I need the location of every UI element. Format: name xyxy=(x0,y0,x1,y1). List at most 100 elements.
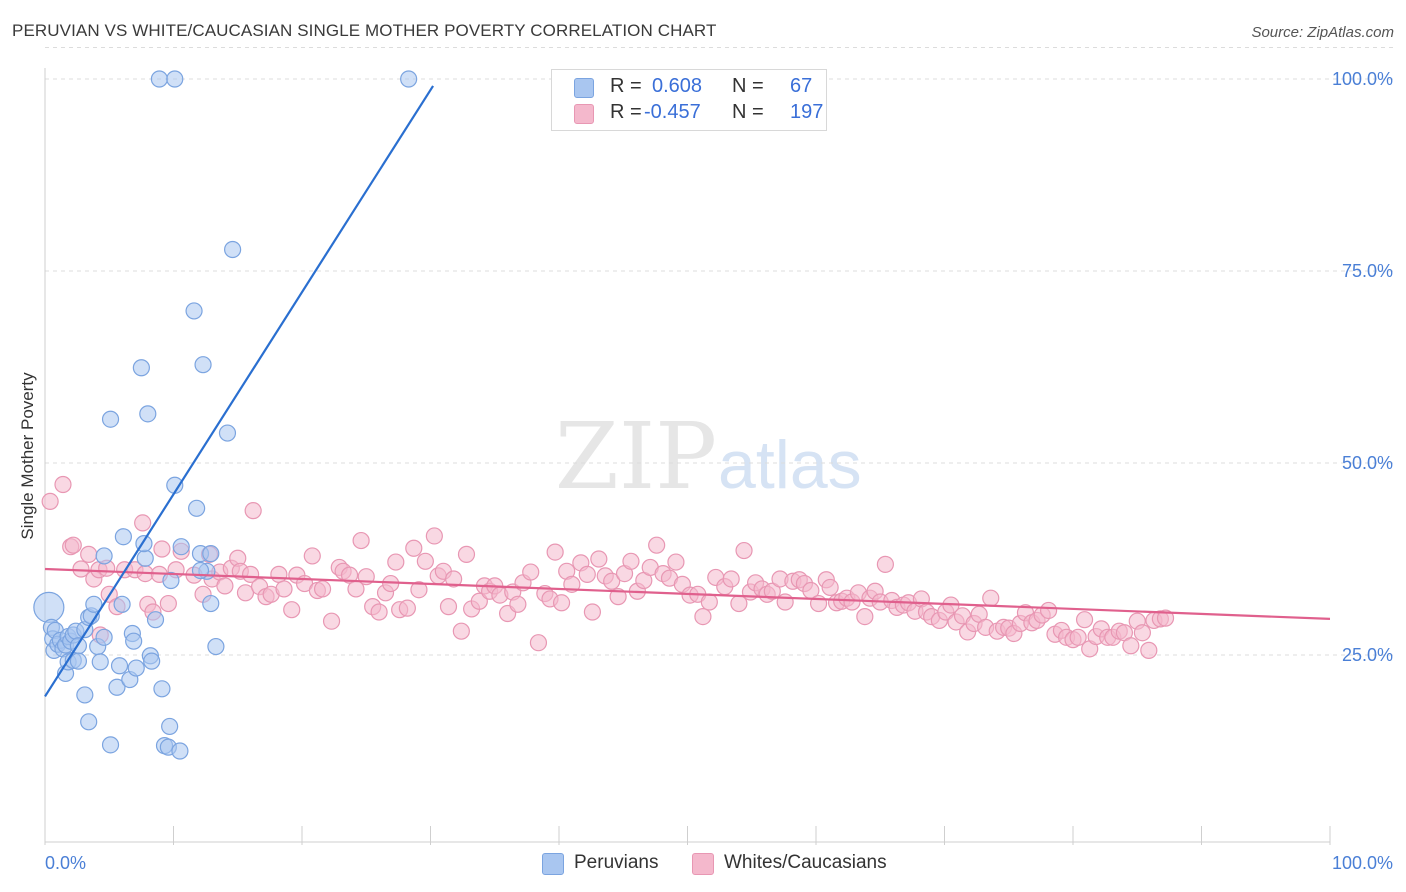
y-tick-label: 25.0% xyxy=(1342,645,1393,665)
white-point xyxy=(529,634,548,652)
white-point xyxy=(457,545,476,563)
peruvian-point xyxy=(114,528,132,546)
white-point xyxy=(856,607,874,626)
peruvian-point xyxy=(153,680,171,698)
white-point xyxy=(776,593,794,611)
peruvian-point xyxy=(162,571,180,590)
peruvian-point xyxy=(185,302,203,320)
peruvian-point xyxy=(76,686,94,704)
white-point xyxy=(578,565,596,583)
legend-swatch-peruvians xyxy=(574,78,594,98)
white-point xyxy=(735,541,753,560)
white-point xyxy=(313,580,332,598)
peruvian-point xyxy=(202,594,220,613)
bottom-legend-label-peruvians: Peruvians xyxy=(574,852,659,873)
white-point xyxy=(982,589,1000,607)
peruvian-point xyxy=(194,356,212,374)
watermark-atlas: atlas xyxy=(718,427,862,503)
chart-title: PERUVIAN VS WHITE/CAUCASIAN SINGLE MOTHE… xyxy=(12,21,717,40)
white-point xyxy=(340,566,359,584)
peruvian-point xyxy=(69,652,88,670)
legend-n-value: 67 xyxy=(790,75,813,97)
white-point xyxy=(370,603,388,621)
white-point xyxy=(1075,611,1094,629)
y-tick-label: 100.0% xyxy=(1332,69,1393,89)
bottom-legend-swatch-peruvians xyxy=(542,853,564,875)
peruvian-point xyxy=(108,678,126,696)
white-point xyxy=(405,539,423,557)
peruvian-point xyxy=(207,637,225,656)
peruvian-point xyxy=(132,359,150,377)
peruvian-point xyxy=(146,611,165,629)
x-tick-label-min: 0.0% xyxy=(45,853,86,873)
white-point xyxy=(1156,609,1175,627)
white-point xyxy=(416,552,434,570)
correlation-legend: R = 0.608 N = 67 R = -0.457 N = 197 xyxy=(551,69,827,131)
white-trend-line xyxy=(44,567,1331,621)
legend-n-value: 197 xyxy=(790,101,824,123)
y-tick-label: 50.0% xyxy=(1342,453,1393,473)
peruvian-point xyxy=(161,717,179,736)
white-point xyxy=(470,592,488,610)
peruvian-point xyxy=(85,595,103,613)
white-point xyxy=(622,552,640,570)
peruvian-trend-line xyxy=(44,85,434,698)
white-point xyxy=(509,595,527,613)
white-point xyxy=(283,601,301,619)
white-point xyxy=(398,599,416,617)
peruvian-point xyxy=(136,549,154,567)
white-point xyxy=(134,514,152,532)
white-point xyxy=(410,581,428,599)
white-point xyxy=(322,612,341,630)
bottom-legend-label-whites: Whites/Caucasians xyxy=(724,852,887,873)
white-point xyxy=(445,570,463,588)
white-point xyxy=(763,582,781,600)
peruvian-point xyxy=(218,424,237,442)
peruvian-point xyxy=(400,70,418,88)
peruvian-point xyxy=(33,591,65,623)
peruvian-point xyxy=(202,545,220,563)
peruvian-point xyxy=(224,240,242,259)
white-point xyxy=(609,588,627,606)
white-point xyxy=(522,563,540,581)
peruvian-point xyxy=(139,405,157,423)
peruvian-point xyxy=(110,657,129,675)
peruvian-point xyxy=(91,653,109,671)
white-point xyxy=(583,603,602,621)
white-point xyxy=(700,593,718,611)
peruvian-point xyxy=(172,538,190,556)
bottom-legend-swatch-whites xyxy=(692,853,714,875)
peruvian-point xyxy=(150,70,168,88)
y-axis-label: Single Mother Poverty xyxy=(18,372,37,540)
white-point xyxy=(352,531,370,550)
y-tick-label: 75.0% xyxy=(1342,261,1393,281)
peruvian-point xyxy=(113,595,131,613)
white-point xyxy=(876,555,894,573)
legend-swatch-whites xyxy=(574,104,594,124)
white-point xyxy=(236,584,255,602)
white-point xyxy=(159,594,177,613)
white-point xyxy=(667,553,685,571)
legend-r-label: R = xyxy=(610,101,642,123)
white-point xyxy=(80,545,98,563)
legend-n-label: N = xyxy=(732,75,764,97)
peruvian-point xyxy=(101,410,120,428)
white-point xyxy=(1140,641,1158,659)
legend-r-value: 0.608 xyxy=(652,75,703,97)
white-point xyxy=(694,607,712,626)
peruvian-point xyxy=(166,70,184,88)
white-point xyxy=(270,565,288,583)
peruvian-point xyxy=(188,499,206,517)
white-point xyxy=(546,543,564,561)
peruvian-point xyxy=(171,742,189,760)
white-point xyxy=(590,550,608,568)
white-point xyxy=(54,475,72,494)
white-point xyxy=(439,598,458,616)
peruvian-point xyxy=(95,547,113,565)
legend-r-label: R = xyxy=(610,75,642,97)
white-point xyxy=(552,594,571,612)
x-tick-label-max: 100.0% xyxy=(1332,853,1393,873)
peruvian-point xyxy=(143,652,161,670)
white-point xyxy=(275,580,293,598)
